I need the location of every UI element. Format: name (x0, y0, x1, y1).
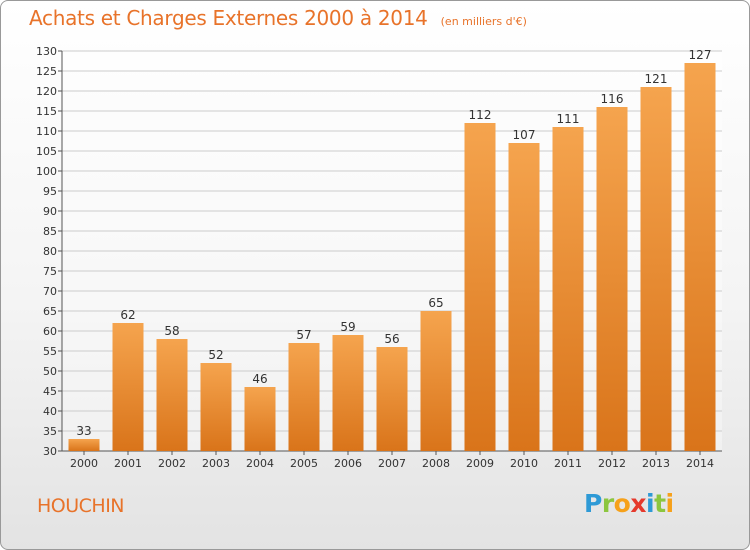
bar (464, 123, 496, 451)
x-tick-label: 2009 (466, 457, 494, 470)
data-label: 57 (296, 328, 311, 342)
data-label: 52 (208, 348, 223, 362)
data-label: 62 (120, 308, 135, 322)
bar (640, 87, 672, 451)
x-tick-label: 2002 (158, 457, 186, 470)
y-tick-label: 45 (43, 385, 57, 398)
data-label: 46 (252, 372, 267, 386)
x-tick-label: 2006 (334, 457, 362, 470)
bar (112, 323, 144, 451)
bar (420, 311, 452, 451)
data-label: 112 (469, 108, 492, 122)
x-tick-label: 2007 (378, 457, 406, 470)
data-label: 65 (428, 296, 443, 310)
chart-title: Achats et Charges Externes 2000 à 2014 (29, 6, 428, 30)
proxiti-logo: Proxiti (584, 489, 674, 518)
y-tick-label: 130 (36, 45, 57, 58)
y-tick-label: 90 (43, 205, 57, 218)
y-tick-label: 55 (43, 345, 57, 358)
x-tick-label: 2014 (686, 457, 714, 470)
x-tick-label: 2011 (554, 457, 582, 470)
bar (376, 347, 408, 451)
place-name: HOUCHIN (37, 495, 125, 517)
bar (156, 339, 188, 451)
y-tick-label: 30 (43, 445, 57, 458)
bar (684, 63, 716, 451)
y-tick-label: 50 (43, 365, 57, 378)
x-tick-label: 2012 (598, 457, 626, 470)
x-tick-label: 2000 (70, 457, 98, 470)
data-label: 111 (557, 112, 580, 126)
x-tick-label: 2003 (202, 457, 230, 470)
y-tick-label: 70 (43, 285, 57, 298)
y-tick-label: 40 (43, 405, 57, 418)
y-tick-label: 100 (36, 165, 57, 178)
y-tick-label: 110 (36, 125, 57, 138)
x-tick-label: 2004 (246, 457, 274, 470)
title-block: Achats et Charges Externes 2000 à 2014 (… (29, 6, 527, 30)
y-tick-label: 75 (43, 265, 57, 278)
bar (508, 143, 540, 451)
y-tick-label: 35 (43, 425, 57, 438)
bar (552, 127, 584, 451)
x-tick-label: 2010 (510, 457, 538, 470)
data-label: 127 (689, 48, 712, 62)
y-tick-label: 95 (43, 185, 57, 198)
chart-subtitle: (en milliers d'€) (440, 15, 527, 28)
y-tick-label: 65 (43, 305, 57, 318)
bar (288, 343, 320, 451)
x-tick-label: 2001 (114, 457, 142, 470)
data-label: 116 (601, 92, 624, 106)
y-tick-label: 120 (36, 85, 57, 98)
y-tick-label: 105 (36, 145, 57, 158)
bar (68, 439, 100, 451)
x-tick-label: 2013 (642, 457, 670, 470)
y-tick-label: 125 (36, 65, 57, 78)
bar (244, 387, 276, 451)
y-tick-label: 80 (43, 245, 57, 258)
bar (332, 335, 364, 451)
x-tick-label: 2005 (290, 457, 318, 470)
data-label: 107 (513, 128, 536, 142)
data-label: 33 (76, 424, 91, 438)
data-label: 56 (384, 332, 399, 346)
bar (200, 363, 232, 451)
bar (596, 107, 628, 451)
y-tick-label: 60 (43, 325, 57, 338)
data-label: 59 (340, 320, 355, 334)
y-tick-label: 85 (43, 225, 57, 238)
data-label: 121 (645, 72, 668, 86)
data-label: 58 (164, 324, 179, 338)
y-tick-label: 115 (36, 105, 57, 118)
x-tick-label: 2008 (422, 457, 450, 470)
